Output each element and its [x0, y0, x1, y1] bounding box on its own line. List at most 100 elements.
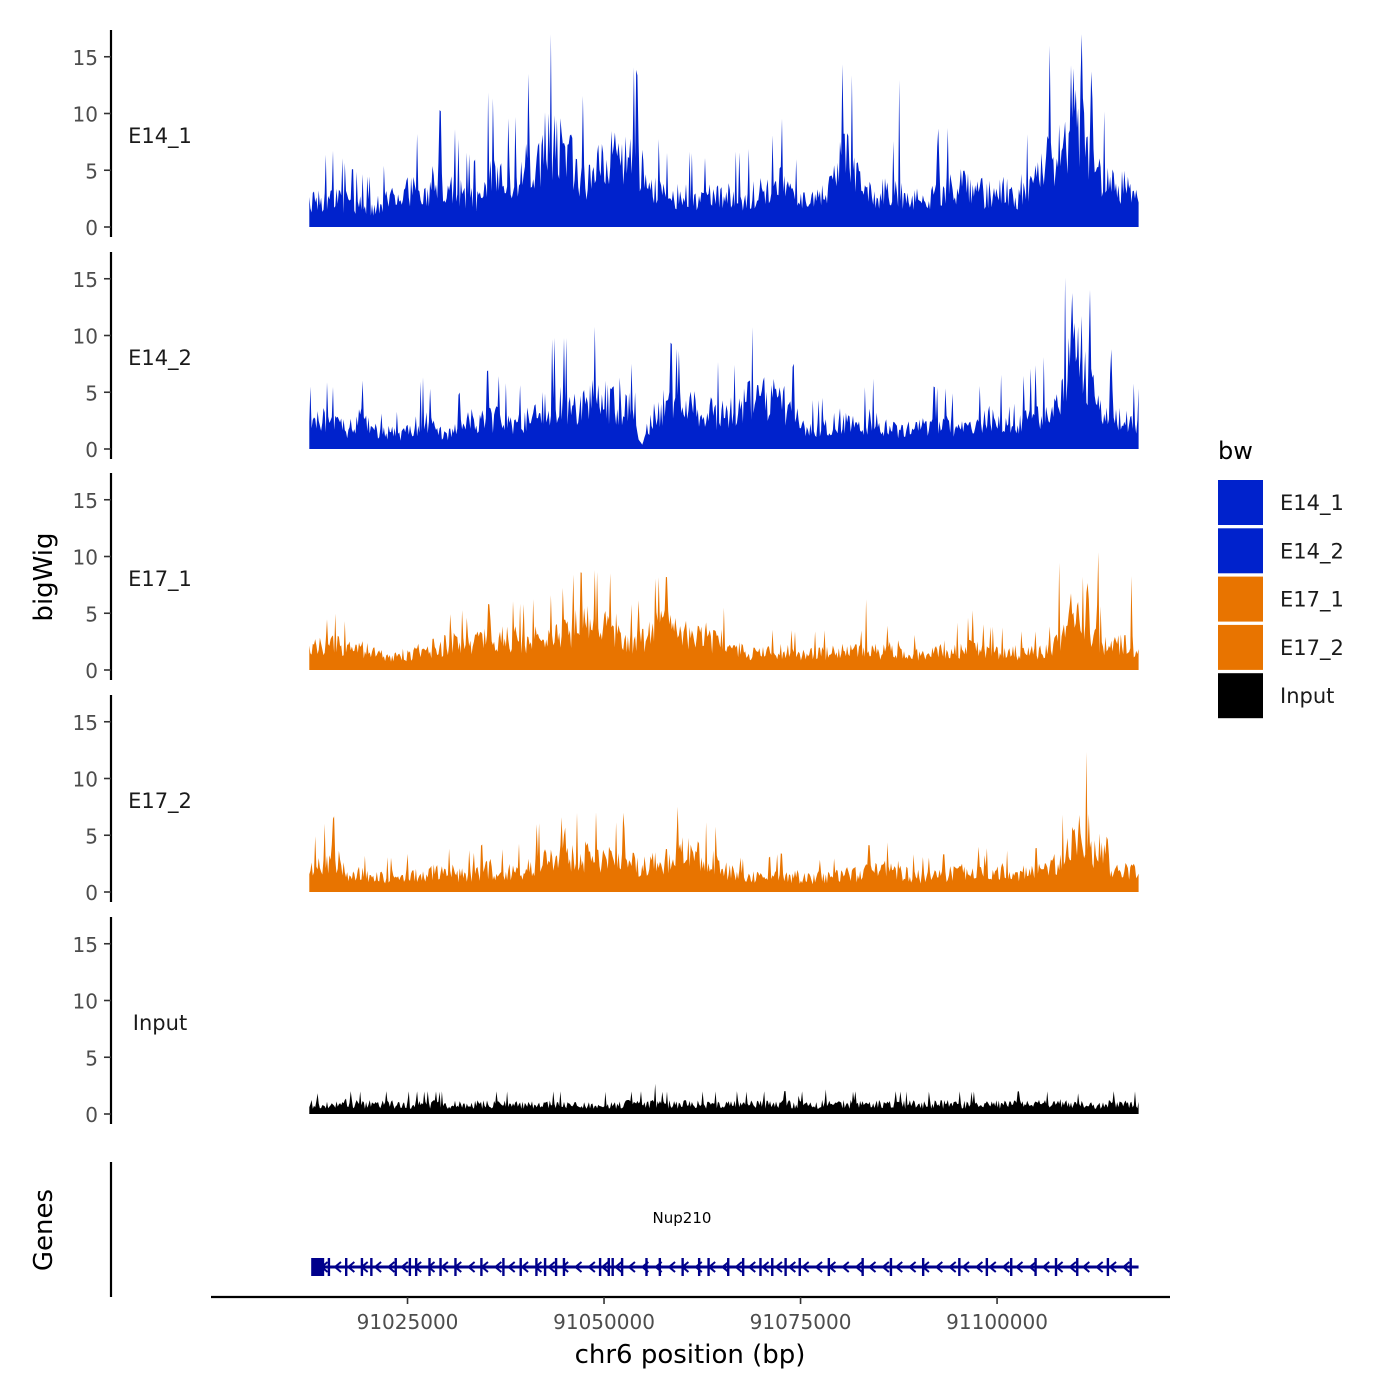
bigwig-tracks: 0 5 10 15 E14_1 0 5 10 15 E14_2 0 5 10 15 E17_1 0 5 10 15 E… — [73, 30, 1139, 1127]
x-tick-label: 91025000 — [357, 1310, 459, 1334]
strand-arrow — [934, 1261, 943, 1273]
gene-exon — [1106, 1258, 1110, 1276]
strand-arrow — [948, 1261, 957, 1273]
strand-arrow — [734, 1261, 743, 1273]
strand-arrow — [320, 1261, 329, 1273]
gene-track: Nup210 — [311, 1209, 1139, 1276]
legend-swatch-e14_2 — [1218, 528, 1263, 574]
y-tick-label: 15 — [73, 933, 98, 957]
strand-arrow — [1108, 1261, 1117, 1273]
gene-exon — [607, 1258, 610, 1276]
gene-exon — [620, 1258, 624, 1276]
signal-area-e17_1 — [309, 552, 1139, 670]
y-tick-label: 10 — [73, 546, 98, 570]
legend-swatch-e14_1 — [1218, 480, 1263, 525]
legend-swatch-e17_1 — [1218, 576, 1263, 622]
strand-arrow — [614, 1261, 623, 1273]
strand-arrow — [867, 1261, 877, 1273]
y-axis-title: bigWig — [29, 532, 59, 621]
y-tick-label: 0 — [85, 881, 98, 905]
strand-arrow — [507, 1261, 516, 1273]
gene-exon — [502, 1258, 505, 1276]
signal-area-e17_2 — [309, 752, 1139, 892]
strand-arrow — [413, 1261, 422, 1273]
gene-exon — [408, 1258, 412, 1276]
gene-exon — [345, 1258, 348, 1276]
strand-arrow — [827, 1261, 837, 1273]
legend-label: Input — [1280, 684, 1334, 708]
strand-arrow — [841, 1261, 850, 1273]
strand-arrow — [694, 1261, 703, 1273]
gene-exon — [889, 1258, 893, 1276]
gene-exon — [697, 1258, 701, 1276]
gene-exon — [784, 1258, 787, 1276]
strand-arrow — [921, 1261, 930, 1273]
y-tick-label: 5 — [85, 824, 98, 848]
gene-exon — [315, 1258, 319, 1276]
strand-arrow — [894, 1261, 903, 1273]
strand-arrow — [587, 1261, 596, 1273]
legend-label: E14_1 — [1280, 491, 1344, 516]
gene-exon — [958, 1258, 961, 1276]
strand-arrow — [440, 1261, 449, 1273]
strand-arrow — [761, 1261, 770, 1273]
legend-swatch-input — [1218, 673, 1263, 719]
legend-swatch-e17_2 — [1218, 624, 1263, 670]
strand-arrow — [707, 1261, 716, 1273]
strand-arrow — [1041, 1261, 1050, 1273]
strand-arrow — [573, 1261, 583, 1273]
track-e17_2: 0 5 10 15 E17_2 — [73, 695, 1139, 905]
track-label: E17_2 — [128, 789, 192, 814]
gene-exon — [985, 1258, 989, 1276]
strand-arrow — [453, 1261, 462, 1273]
strand-arrow — [1055, 1261, 1064, 1273]
genes-axis-title: Genes — [29, 1189, 59, 1271]
strand-arrow — [667, 1261, 676, 1273]
strand-arrow — [988, 1261, 997, 1273]
strand-arrow — [881, 1261, 890, 1273]
y-tick-label: 0 — [85, 216, 98, 240]
y-tick-label: 0 — [85, 438, 98, 462]
strand-arrow — [386, 1261, 396, 1273]
strand-arrow — [400, 1261, 409, 1273]
strand-arrow — [600, 1261, 609, 1273]
x-axis-ticks: 91025000 91050000 91075000 91100000 — [357, 1297, 1048, 1334]
x-axis-title: chr6 position (bp) — [575, 1340, 806, 1370]
strand-arrow — [640, 1261, 649, 1273]
strand-arrow — [1028, 1261, 1037, 1273]
x-tick-label: 91050000 — [553, 1310, 655, 1334]
strand-arrow — [654, 1261, 663, 1273]
strand-arrow — [720, 1261, 730, 1273]
gene-exon — [1034, 1258, 1037, 1276]
strand-arrow — [774, 1261, 783, 1273]
y-tick-label: 15 — [73, 268, 98, 292]
track-label: E17_1 — [128, 567, 192, 592]
strand-arrow — [974, 1261, 984, 1273]
strand-arrow — [346, 1261, 355, 1273]
gene-exon — [658, 1258, 662, 1276]
y-tick-label: 5 — [85, 602, 98, 626]
gene-exon — [327, 1258, 331, 1276]
gene-exon — [861, 1258, 864, 1276]
y-tick-label: 5 — [85, 1046, 98, 1070]
legend-label: E14_2 — [1280, 539, 1344, 564]
strand-arrow — [680, 1261, 690, 1273]
strand-arrow — [1014, 1261, 1024, 1273]
strand-arrow — [627, 1261, 636, 1273]
gene-exon — [798, 1258, 801, 1276]
legend-label: E17_2 — [1280, 636, 1344, 661]
gene-exon — [1129, 1258, 1132, 1276]
strand-arrow — [533, 1261, 543, 1273]
signal-area-e14_1 — [309, 34, 1139, 227]
y-tick-label: 10 — [73, 325, 98, 349]
y-tick-label: 0 — [85, 1103, 98, 1127]
strand-arrow — [747, 1261, 756, 1273]
gene-exon — [543, 1258, 547, 1276]
strand-arrow — [426, 1261, 436, 1273]
gene-exon — [759, 1258, 762, 1276]
gene-exon — [1010, 1258, 1013, 1276]
strand-arrow — [961, 1261, 970, 1273]
strand-arrow — [493, 1261, 502, 1273]
strand-arrow — [333, 1261, 342, 1273]
gene-exon — [562, 1258, 566, 1276]
